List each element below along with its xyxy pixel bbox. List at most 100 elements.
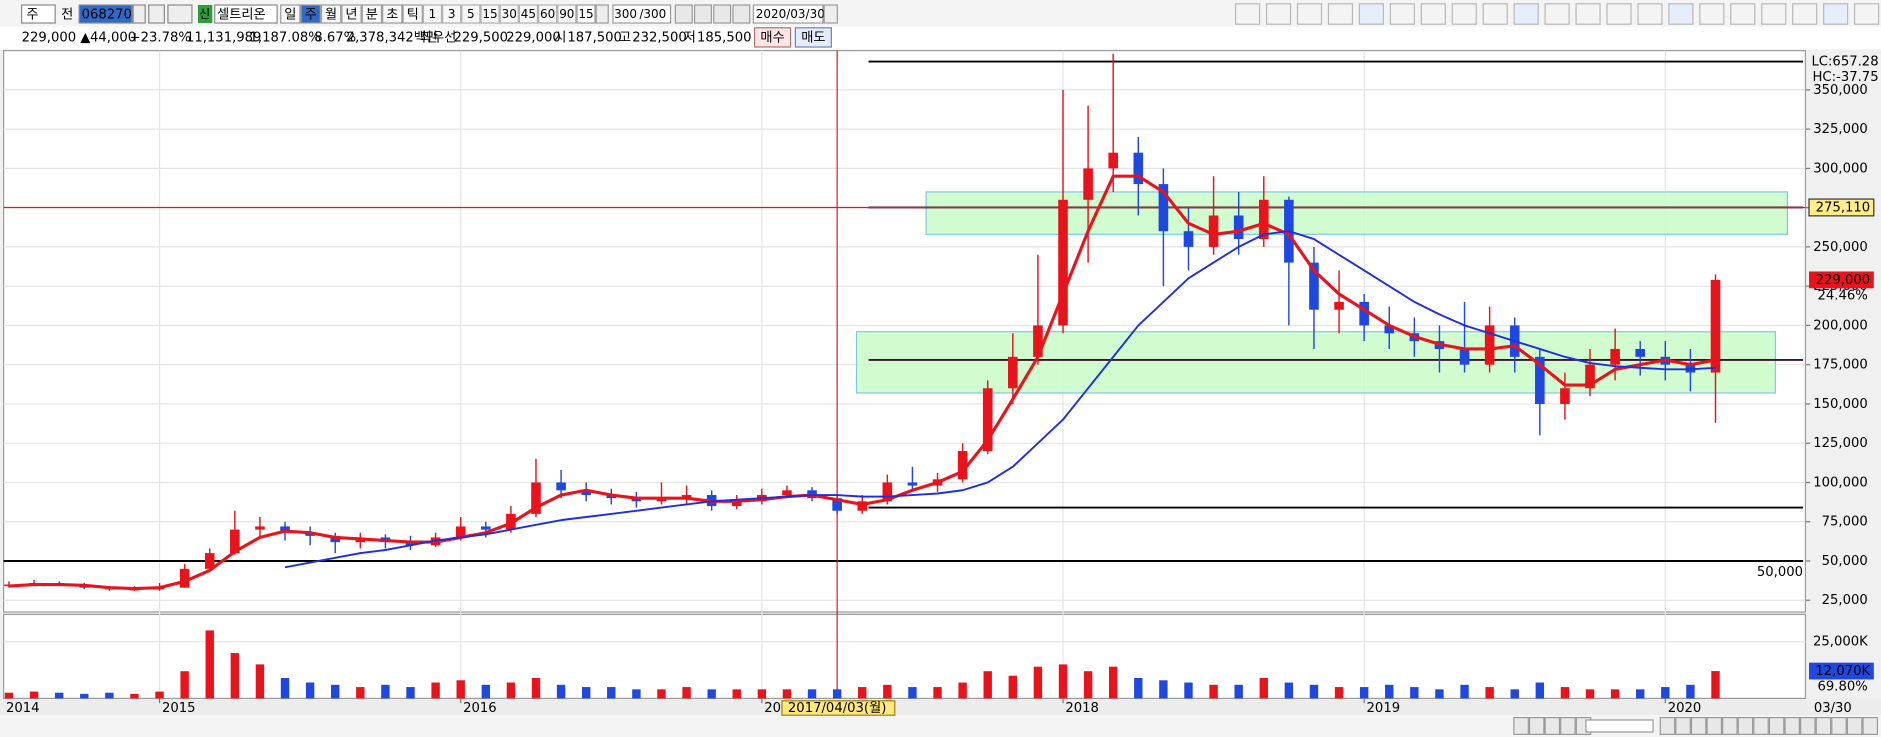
- period-label: 틱: [407, 7, 419, 23]
- tool-icon[interactable]: [693, 4, 712, 24]
- count-field[interactable]: [612, 4, 672, 24]
- minute-button[interactable]: [480, 4, 500, 24]
- drawing-tool[interactable]: [1482, 3, 1508, 25]
- custom-field[interactable]: [576, 4, 596, 24]
- zoom-button[interactable]: [1659, 716, 1676, 735]
- zoom-button[interactable]: [1706, 716, 1723, 735]
- tool-icon[interactable]: [674, 4, 693, 24]
- y-tick-label: 300,000: [1813, 161, 1868, 176]
- drawing-tool[interactable]: [1296, 3, 1323, 25]
- candle-body: [1635, 348, 1646, 357]
- drawing-tool[interactable]: [1235, 3, 1261, 25]
- tool-icon[interactable]: [713, 4, 732, 24]
- x-tick-label: 2019: [1367, 701, 1401, 716]
- drawing-tool[interactable]: [1823, 3, 1849, 25]
- minute-button[interactable]: [422, 4, 443, 24]
- volume-bar: [1686, 684, 1695, 699]
- candle-body: [230, 529, 240, 554]
- scroll-button[interactable]: [1513, 716, 1529, 735]
- drawing-tool[interactable]: [1451, 3, 1477, 25]
- zoom-button[interactable]: [1690, 716, 1707, 735]
- drawing-tool[interactable]: [1544, 3, 1570, 25]
- code-dropdown[interactable]: [132, 4, 146, 24]
- drawing-tool[interactable]: [1854, 3, 1880, 25]
- zoom-button[interactable]: [1831, 716, 1847, 735]
- nav-button[interactable]: [167, 4, 193, 24]
- buy-button[interactable]: [753, 27, 792, 48]
- moving-average: [8, 174, 1716, 591]
- code-input[interactable]: [78, 4, 133, 24]
- tool-icon[interactable]: [732, 4, 751, 24]
- drawing-tool[interactable]: [1265, 3, 1292, 25]
- minute-button[interactable]: [442, 4, 462, 24]
- volume-bar: [1510, 689, 1519, 699]
- volume-bar: [356, 687, 365, 699]
- period-button[interactable]: [300, 4, 321, 24]
- drawing-tool[interactable]: [1792, 3, 1818, 25]
- date-field[interactable]: [752, 4, 824, 24]
- zoom-button[interactable]: [1675, 716, 1691, 735]
- info-high-label: 고: [619, 30, 631, 45]
- zoom-button[interactable]: [1722, 716, 1738, 735]
- y-tick-label: 125,000: [1813, 436, 1868, 451]
- period-button[interactable]: [341, 4, 362, 24]
- market-select[interactable]: [20, 4, 56, 24]
- minute-button[interactable]: [538, 4, 558, 24]
- search-button[interactable]: [148, 4, 165, 24]
- drawing-tool[interactable]: [1420, 3, 1446, 25]
- zoom-button[interactable]: [1815, 716, 1832, 735]
- minute-button[interactable]: [557, 4, 577, 24]
- drawing-tool[interactable]: [1606, 3, 1632, 25]
- drawing-tool[interactable]: [1327, 3, 1354, 25]
- drawing-tool[interactable]: [1699, 3, 1725, 25]
- zoom-button[interactable]: [1737, 716, 1754, 735]
- zoom-button[interactable]: [1753, 716, 1769, 735]
- volume-bar: [4, 692, 14, 699]
- period-button[interactable]: [361, 4, 383, 24]
- zoom-button[interactable]: [1768, 716, 1785, 735]
- calendar-button[interactable]: [823, 4, 838, 24]
- period-button[interactable]: [320, 4, 342, 24]
- drawing-tool[interactable]: [1575, 3, 1601, 25]
- minute-button[interactable]: [461, 4, 481, 24]
- zoom-button[interactable]: [1862, 716, 1879, 735]
- scroll-button[interactable]: [1544, 716, 1561, 735]
- custom-dropdown[interactable]: [595, 4, 609, 24]
- period-label: 일: [284, 7, 296, 23]
- period-button[interactable]: [280, 4, 301, 24]
- drawing-tool[interactable]: [1637, 3, 1663, 25]
- minute-button[interactable]: [499, 4, 519, 24]
- volume-bar: [1334, 687, 1344, 699]
- drawing-tool[interactable]: [1513, 3, 1539, 25]
- candle-body: [1158, 184, 1169, 232]
- zoom-button[interactable]: [1784, 716, 1801, 735]
- volume-bar: [807, 689, 817, 699]
- scroll-button[interactable]: [1560, 716, 1576, 735]
- zoom-button[interactable]: [1800, 716, 1816, 735]
- drawing-tool[interactable]: [1668, 3, 1694, 25]
- volume-rate: 69.80%: [1818, 680, 1868, 695]
- drawing-tool[interactable]: [1730, 3, 1756, 25]
- scroll-track[interactable]: [1585, 719, 1654, 733]
- sell-button[interactable]: [794, 27, 832, 48]
- volume-bar: [933, 687, 942, 699]
- scroll-button[interactable]: [1528, 716, 1545, 735]
- period-label: 년: [345, 7, 357, 23]
- volume-bar: [958, 682, 967, 699]
- volume-last-box: [1809, 662, 1874, 680]
- volume-bar: [1435, 689, 1444, 699]
- volume-last-label: 12,070K: [1815, 664, 1870, 679]
- drawing-tool[interactable]: [1358, 3, 1384, 25]
- volume-bar: [1184, 682, 1193, 699]
- drawing-tool[interactable]: [1761, 3, 1787, 25]
- drawing-tool[interactable]: [1389, 3, 1415, 25]
- candle-body: [1208, 215, 1219, 247]
- x-tick-label: 2015: [162, 701, 196, 716]
- info-low: 185,500: [697, 30, 752, 45]
- zoom-button[interactable]: [1846, 716, 1863, 735]
- minute-button[interactable]: [518, 4, 539, 24]
- period-button[interactable]: [402, 4, 423, 24]
- volume-bar: [506, 682, 516, 699]
- period-button[interactable]: [382, 4, 403, 24]
- candle-body: [1309, 262, 1319, 310]
